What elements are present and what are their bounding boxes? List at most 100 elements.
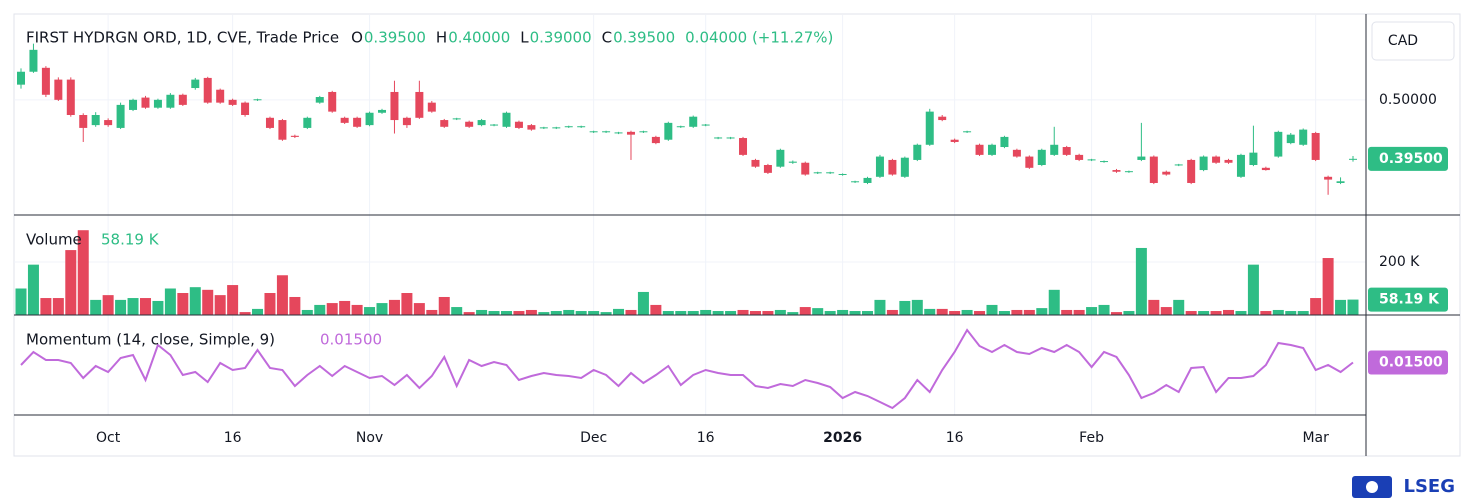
volume-bar xyxy=(189,287,201,315)
candle-body xyxy=(1112,170,1121,172)
volume-bar xyxy=(1048,289,1060,315)
volume-bar xyxy=(986,304,998,315)
candle-body xyxy=(104,120,113,126)
candle-body xyxy=(390,91,399,121)
candle-body xyxy=(539,127,548,129)
volume-bar xyxy=(500,311,512,315)
volume-bar xyxy=(1223,309,1235,315)
volume-bar xyxy=(289,296,301,315)
volume-bar xyxy=(1173,299,1185,315)
header-text: H xyxy=(436,29,447,47)
candle-body xyxy=(427,102,436,112)
volume-bar xyxy=(874,299,886,315)
volume-bar xyxy=(339,300,351,315)
x-tick-label: 16 xyxy=(697,430,715,446)
brand-icon xyxy=(1352,476,1392,498)
volume-bar xyxy=(65,250,77,315)
candle-body xyxy=(1249,152,1258,165)
volume-bar xyxy=(115,299,127,315)
candle-body xyxy=(676,126,685,128)
volume-bar xyxy=(725,311,737,315)
candle-body xyxy=(1311,132,1320,160)
volume-bar xyxy=(488,311,500,315)
volume-bar xyxy=(837,309,849,315)
candle-body xyxy=(216,89,225,103)
volume-bar xyxy=(40,298,52,315)
volume-bar xyxy=(276,275,288,315)
candle-body xyxy=(465,121,474,127)
candle-body xyxy=(950,139,959,142)
candle-body xyxy=(938,116,947,121)
brand: LSEG xyxy=(1403,476,1455,497)
candle-body xyxy=(353,117,362,127)
volume-bar xyxy=(899,300,911,315)
volume-title: Volume xyxy=(26,231,82,249)
x-tick-label: Oct xyxy=(96,430,121,446)
volume-bar xyxy=(588,311,600,315)
candle-body xyxy=(1286,134,1295,144)
candle-body xyxy=(452,118,461,120)
volume-bar xyxy=(1260,311,1272,315)
volume-bar xyxy=(749,311,761,315)
volume-bar xyxy=(1073,309,1085,315)
volume-bar xyxy=(52,298,64,315)
volume-bar xyxy=(936,308,948,315)
volume-bar xyxy=(1160,307,1172,315)
candle-body xyxy=(589,131,598,133)
candle-body xyxy=(1087,159,1096,161)
axis-value-tag xyxy=(1368,287,1448,312)
candle-body xyxy=(1236,154,1245,177)
candle-body xyxy=(851,181,860,183)
candle-body xyxy=(502,112,511,127)
volume-bar xyxy=(214,295,226,315)
volume-bar xyxy=(687,311,699,315)
candle-body xyxy=(801,162,810,175)
volume-bar xyxy=(812,308,824,315)
volume-bar xyxy=(451,307,463,315)
candle-body xyxy=(116,104,125,128)
volume-bar xyxy=(239,312,251,315)
candle-body xyxy=(900,157,909,177)
volume-bar xyxy=(513,311,525,315)
candle-body xyxy=(1037,149,1046,165)
candle-body xyxy=(490,124,499,126)
candle-body xyxy=(987,144,996,155)
candle-body xyxy=(191,79,200,89)
candle-body xyxy=(888,159,897,175)
volume-bar xyxy=(301,309,313,315)
header-text: O xyxy=(351,29,363,47)
volume-bar xyxy=(202,289,214,315)
volume-bar xyxy=(227,285,239,315)
header-text: 0.39500 xyxy=(613,29,675,47)
marks xyxy=(15,43,1359,410)
candle-body xyxy=(1124,171,1133,173)
volume-bar xyxy=(127,298,139,315)
volume-bar xyxy=(1198,311,1210,315)
volume-bar xyxy=(27,264,39,315)
volume-bar xyxy=(862,311,874,315)
candle-body xyxy=(514,121,523,128)
volume-bar xyxy=(1023,309,1035,315)
volume-bar xyxy=(1310,298,1322,315)
volume-bar xyxy=(463,312,475,315)
volume-bar xyxy=(264,293,276,315)
currency-box[interactable] xyxy=(1371,21,1455,61)
volume-bar xyxy=(364,307,376,315)
volume-bar xyxy=(799,307,811,315)
volume-bar xyxy=(613,308,625,315)
candle-body xyxy=(91,115,100,126)
volume-bar xyxy=(849,311,861,315)
candle-body xyxy=(1336,181,1345,183)
candle-body xyxy=(763,165,772,173)
candle-body xyxy=(751,159,760,167)
candle-body xyxy=(1274,131,1283,157)
momentum-line xyxy=(20,328,1354,410)
candle-body xyxy=(203,77,212,103)
volume-bar xyxy=(998,311,1010,315)
volume-bar xyxy=(1098,304,1110,315)
candle-body xyxy=(1349,158,1357,160)
candle-body xyxy=(577,126,586,128)
volume-bar xyxy=(413,303,425,315)
candle-body xyxy=(17,71,25,85)
